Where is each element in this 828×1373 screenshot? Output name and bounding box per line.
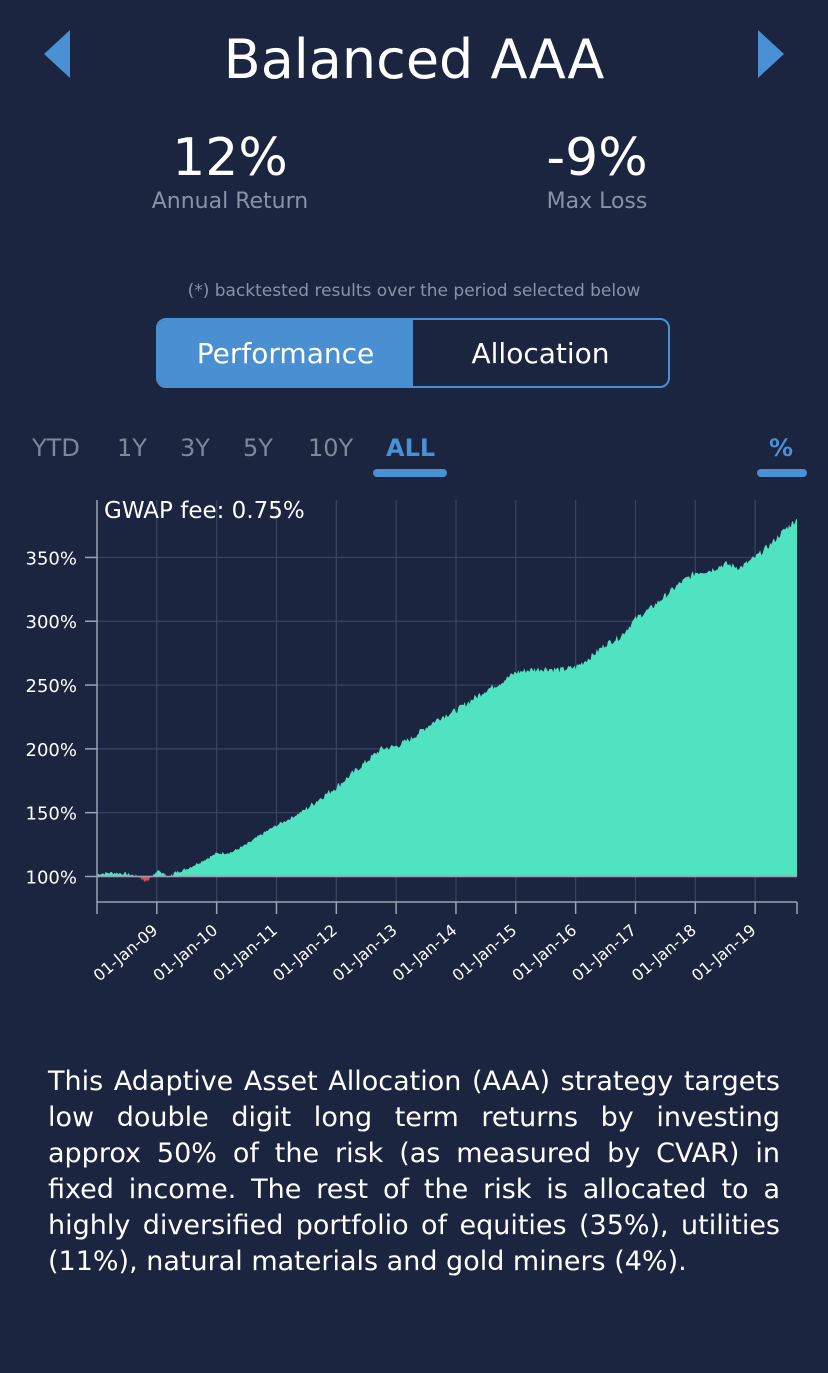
max-loss-value: -9% [546,128,648,188]
max-loss-label: Max Loss [546,189,648,214]
x-tick-label: 01-Jan-12 [269,921,341,986]
annual-return-label: Annual Return [151,189,309,214]
gwap-fee-annotation: GWAP fee: 0.75% [104,498,305,524]
y-tick-label: 150% [26,804,77,825]
y-tick-label: 200% [26,740,77,761]
x-tick-label: 01-Jan-14 [389,921,461,986]
backtest-note: (*) backtested results over the period s… [187,281,641,301]
y-tick-label: 250% [26,676,77,697]
x-tick-label: 01-Jan-10 [149,921,221,986]
x-tick-label: 01-Jan-09 [90,921,162,986]
range-tab-ytd[interactable]: YTD [32,434,80,462]
triangle-left-icon [44,30,70,78]
x-tick-label: 01-Jan-15 [449,921,521,986]
x-tick-label: 01-Jan-11 [209,921,281,986]
chart-axes [85,500,798,914]
y-tick-label: 350% [26,548,77,569]
percent-toggle[interactable]: % [769,434,794,462]
strategy-description: This Adaptive Asset Allocation (AAA) str… [48,1066,780,1277]
max-loss-stat: -9% Max Loss [467,128,727,216]
range-tab-all[interactable]: ALL [386,434,436,462]
range-tab-10y[interactable]: 10Y [308,434,354,462]
tab-performance[interactable]: Performance [158,320,413,386]
x-tick-label: 01-Jan-18 [628,921,700,986]
previous-strategy-button[interactable] [40,28,80,80]
performance-chart: 100%150%200%250%300%350% 01-Jan-0901-Jan… [26,498,798,986]
series-area-gain [97,519,797,877]
next-strategy-button[interactable] [748,28,788,80]
range-tab-3y[interactable]: 3Y [180,434,210,462]
annual-return-value: 12% [172,128,288,188]
range-tab-5y[interactable]: 5Y [243,434,273,462]
x-tick-label: 01-Jan-13 [329,921,401,986]
annual-return-stat: 12% Annual Return [100,128,360,216]
x-tick-label: 01-Jan-17 [568,921,640,986]
x-tick-label: 01-Jan-19 [688,921,760,986]
percent-selected-underline [757,469,807,477]
range-selector: YTD 1Y 3Y 5Y 10Y ALL % [0,434,828,478]
triangle-right-icon [758,30,784,78]
range-tab-1y[interactable]: 1Y [117,434,147,462]
y-axis-labels: 100% 150% 200% 250% 300% 350% [26,548,77,888]
series-area-loss [134,876,171,882]
x-tick-label: 01-Jan-16 [508,921,580,986]
y-tick-label: 300% [26,612,77,633]
range-selected-underline [373,469,447,477]
y-tick-label: 100% [26,867,77,888]
tab-allocation[interactable]: Allocation [471,336,610,370]
chart-area-layer [97,519,797,882]
view-segmented-control: Performance Allocation [156,318,670,388]
x-axis-labels: 01-Jan-0901-Jan-1001-Jan-1101-Jan-1201-J… [90,921,760,986]
page-title: Balanced AAA [223,28,605,91]
